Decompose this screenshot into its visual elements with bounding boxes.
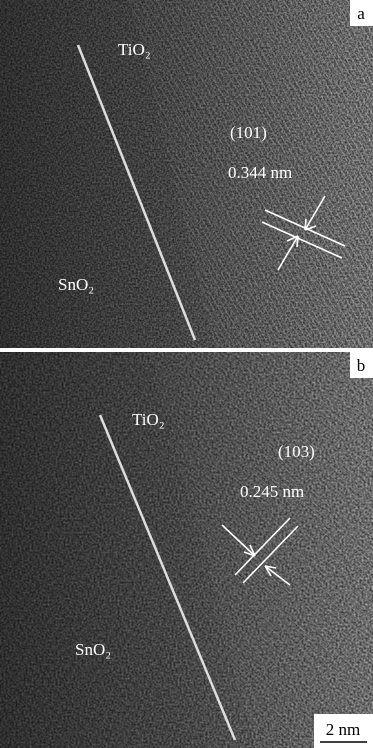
spacing-label: 0.344 nm [228, 163, 292, 182]
shading [0, 352, 373, 748]
phase-label: SnO₂ [58, 275, 94, 294]
phase-label: TiO₂ [132, 410, 165, 429]
phase-label: TiO₂ [118, 40, 151, 59]
phase-label: SnO₂ [75, 640, 111, 659]
plane-label: (101) [230, 123, 267, 142]
panel-a: a TiO₂ SnO₂ (101) 0.344 nm [0, 0, 373, 348]
panel-label: b [357, 356, 366, 375]
scale-bar-label: 2 nm [326, 720, 360, 739]
panel-label: a [357, 4, 365, 23]
panel-b: b TiO₂ SnO₂ (103) 0.245 nm 2 nm [0, 352, 373, 748]
spacing-label: 0.245 nm [240, 482, 304, 501]
shading [0, 0, 373, 348]
figure: a TiO₂ SnO₂ (101) 0.344 nm b TiO₂ SnO₂ (… [0, 0, 373, 748]
plane-label: (103) [278, 442, 315, 461]
